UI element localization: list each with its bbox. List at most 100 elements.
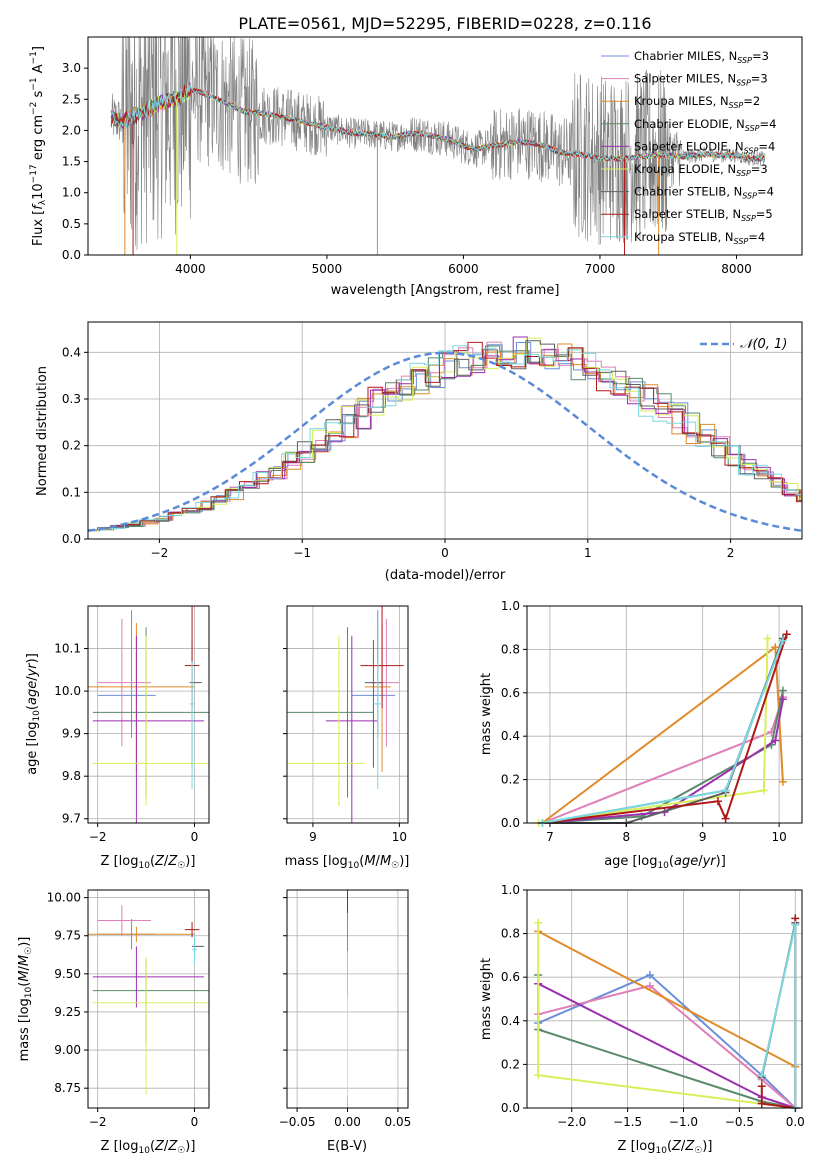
y-tick-label: 1.0 xyxy=(62,186,81,200)
x-tick-label: 7000 xyxy=(585,262,616,276)
marker-kroupa_elodie xyxy=(534,1071,543,1080)
y-tick-label: 9.50 xyxy=(54,967,81,981)
legend-label-chabrier_elodie: Chabrier ELODIE, NSSP=4 xyxy=(634,117,776,133)
marker-chabrier_elodie xyxy=(778,686,787,695)
model-salpeter_stelib xyxy=(110,84,765,163)
series-chabrier_elodie xyxy=(542,690,784,824)
model-kroupa_stelib xyxy=(110,82,765,162)
marker-kroupa_elodie xyxy=(763,634,772,643)
residual-xlabel: (data-model)/error xyxy=(385,568,506,583)
legend-label-salpeter_stelib: Salpeter STELIB, NSSP=5 xyxy=(634,207,773,223)
x-tick-label: 6000 xyxy=(448,262,479,276)
age-vs-mass-panel: 9 10 mass [log10(M/M☉)] xyxy=(283,605,410,871)
marker-kroupa_stelib xyxy=(721,786,730,795)
spectrum-xlabel: wavelength [Angstrom, rest frame] xyxy=(331,283,560,298)
y-tick-label: 10.0 xyxy=(54,684,81,698)
y-tick-label: 1.5 xyxy=(62,155,81,169)
marker-chabrier_miles xyxy=(645,971,654,980)
weight-lines xyxy=(534,630,791,827)
marker-kroupa_stelib xyxy=(757,1071,766,1080)
marker-salpeter_stelib xyxy=(757,1082,766,1091)
marker-salpeter_elodie xyxy=(778,695,787,704)
x-tick-label: −2 xyxy=(89,1115,107,1129)
series-chabrier_miles xyxy=(537,973,796,1109)
legend-label-kroupa_miles: Kroupa MILES, NSSP=2 xyxy=(634,94,760,110)
residual-legend: 𝒩(0, 1) xyxy=(700,337,787,352)
hist-kroupa_stelib xyxy=(88,345,802,531)
observed-spectrum xyxy=(110,37,766,250)
y-tick-label: 0.4 xyxy=(501,729,520,743)
legend-label-salpeter_elodie: Salpeter ELODIE, NSSP=4 xyxy=(634,139,775,155)
legend-label-chabrier_stelib: Chabrier STELIB, NSSP=4 xyxy=(634,185,774,201)
x-tick-label: 0 xyxy=(441,546,449,560)
x-tick-label: −2 xyxy=(151,546,169,560)
legend-label-kroupa_stelib: Kroupa STELIB, NSSP=4 xyxy=(634,230,765,246)
y-tick-label: 0.0 xyxy=(501,1101,520,1115)
series-salpeter_stelib xyxy=(542,633,788,824)
marker-kroupa_stelib xyxy=(778,636,787,645)
error-bars xyxy=(88,905,209,1095)
y-tick-label: 8.75 xyxy=(54,1081,81,1095)
x-tick-label: 0.0 xyxy=(786,1115,805,1129)
x-tick-label: 4000 xyxy=(175,262,206,276)
y-tick-label: 2.5 xyxy=(62,92,81,106)
y-tick-label: 0.4 xyxy=(62,345,81,359)
series-salpeter_miles xyxy=(537,984,796,1109)
y-tick-label: 9.8 xyxy=(62,769,81,783)
age-vs-mass-xlabel: mass [log10(M/M☉)] xyxy=(285,854,410,871)
x-tick-label: 8000 xyxy=(721,262,752,276)
x-tick-label: −1.0 xyxy=(669,1115,698,1129)
marker-salpeter_stelib xyxy=(721,814,730,823)
age-vs-z-xlabel: Z [log10(Z/Z☉)] xyxy=(101,854,196,871)
y-tick-label: 0.6 xyxy=(501,970,520,984)
marker-kroupa_elodie xyxy=(759,786,768,795)
mass-vs-z-panel: −2 0 8.75 9.00 9.25 9.50 9.75 10.00 Z [log10(Z/… xyxy=(17,889,210,1156)
y-tick-label: 0.8 xyxy=(501,642,520,656)
spectrum-axes: 4000 5000 6000 7000 8000 0.0 0.5 1.0 1.5 2.0 2.5 3.… xyxy=(62,61,752,276)
legend-label-chabrier_miles: Chabrier MILES, NSSP=3 xyxy=(634,49,769,65)
y-tick-label: 1.0 xyxy=(501,599,520,613)
marker-salpeter_elodie xyxy=(771,736,780,745)
residual-axes: −2 −1 0 1 2 0.0 0.1 0.2 0.3 0.4 xyxy=(62,345,735,560)
y-tick-label: 9.00 xyxy=(54,1043,81,1057)
y-tick-label: 0.0 xyxy=(62,532,81,546)
weight-vs-z-xlabel: Z [log10(Z/Z☉)] xyxy=(618,1139,713,1156)
weight-vs-age-xlabel: age [log10(age/yr)] xyxy=(604,854,726,871)
spectrum-plot-area xyxy=(110,37,766,255)
marker-salpeter_stelib xyxy=(782,630,791,639)
mass-vs-z-xlabel: Z [log10(Z/Z☉)] xyxy=(101,1139,196,1156)
y-tick-label: 9.7 xyxy=(62,812,81,826)
normal-curve xyxy=(88,351,802,533)
hist-chabrier_miles xyxy=(88,342,802,530)
y-tick-label: 0.2 xyxy=(62,439,81,453)
x-tick-label: 2 xyxy=(727,546,735,560)
y-tick-label: 0.1 xyxy=(62,485,81,499)
series-kroupa_miles xyxy=(537,930,796,1068)
legend-label-kroupa_elodie: Kroupa ELODIE, NSSP=3 xyxy=(634,162,768,178)
y-tick-label: 0.2 xyxy=(501,773,520,787)
y-tick-label: 0.6 xyxy=(501,686,520,700)
spectrum-legend: Chabrier MILES, NSSP=3 Salpeter MILES, NS… xyxy=(601,49,776,246)
hist-kroupa_elodie xyxy=(88,337,802,531)
marker-salpeter_stelib xyxy=(713,797,722,806)
error-bars xyxy=(287,606,404,823)
x-tick-label: 8 xyxy=(622,830,630,844)
y-tick-label: 9.9 xyxy=(62,727,81,741)
x-tick-label: 5000 xyxy=(312,262,343,276)
weight-vs-z-ylabel: mass weight xyxy=(479,958,494,1040)
y-tick-label: 0.2 xyxy=(501,1057,520,1071)
x-tick-label: −1 xyxy=(293,546,311,560)
x-tick-label: 0 xyxy=(191,830,199,844)
x-tick-label: −0.05 xyxy=(279,1115,316,1129)
marker-kroupa_miles xyxy=(771,643,780,652)
x-tick-label: 7 xyxy=(546,830,554,844)
y-tick-label: 10.1 xyxy=(54,642,81,656)
marker-kroupa_stelib xyxy=(791,920,800,929)
y-tick-label: 0.4 xyxy=(501,1014,520,1028)
marker-kroupa_elodie xyxy=(534,918,543,927)
weight-vs-age-ylabel: mass weight xyxy=(479,673,494,755)
x-tick-label: −0.5 xyxy=(725,1115,754,1129)
y-tick-label: 9.75 xyxy=(54,929,81,943)
mass-vs-z-ylabel: mass [log10(M/M☉)] xyxy=(17,937,34,1062)
